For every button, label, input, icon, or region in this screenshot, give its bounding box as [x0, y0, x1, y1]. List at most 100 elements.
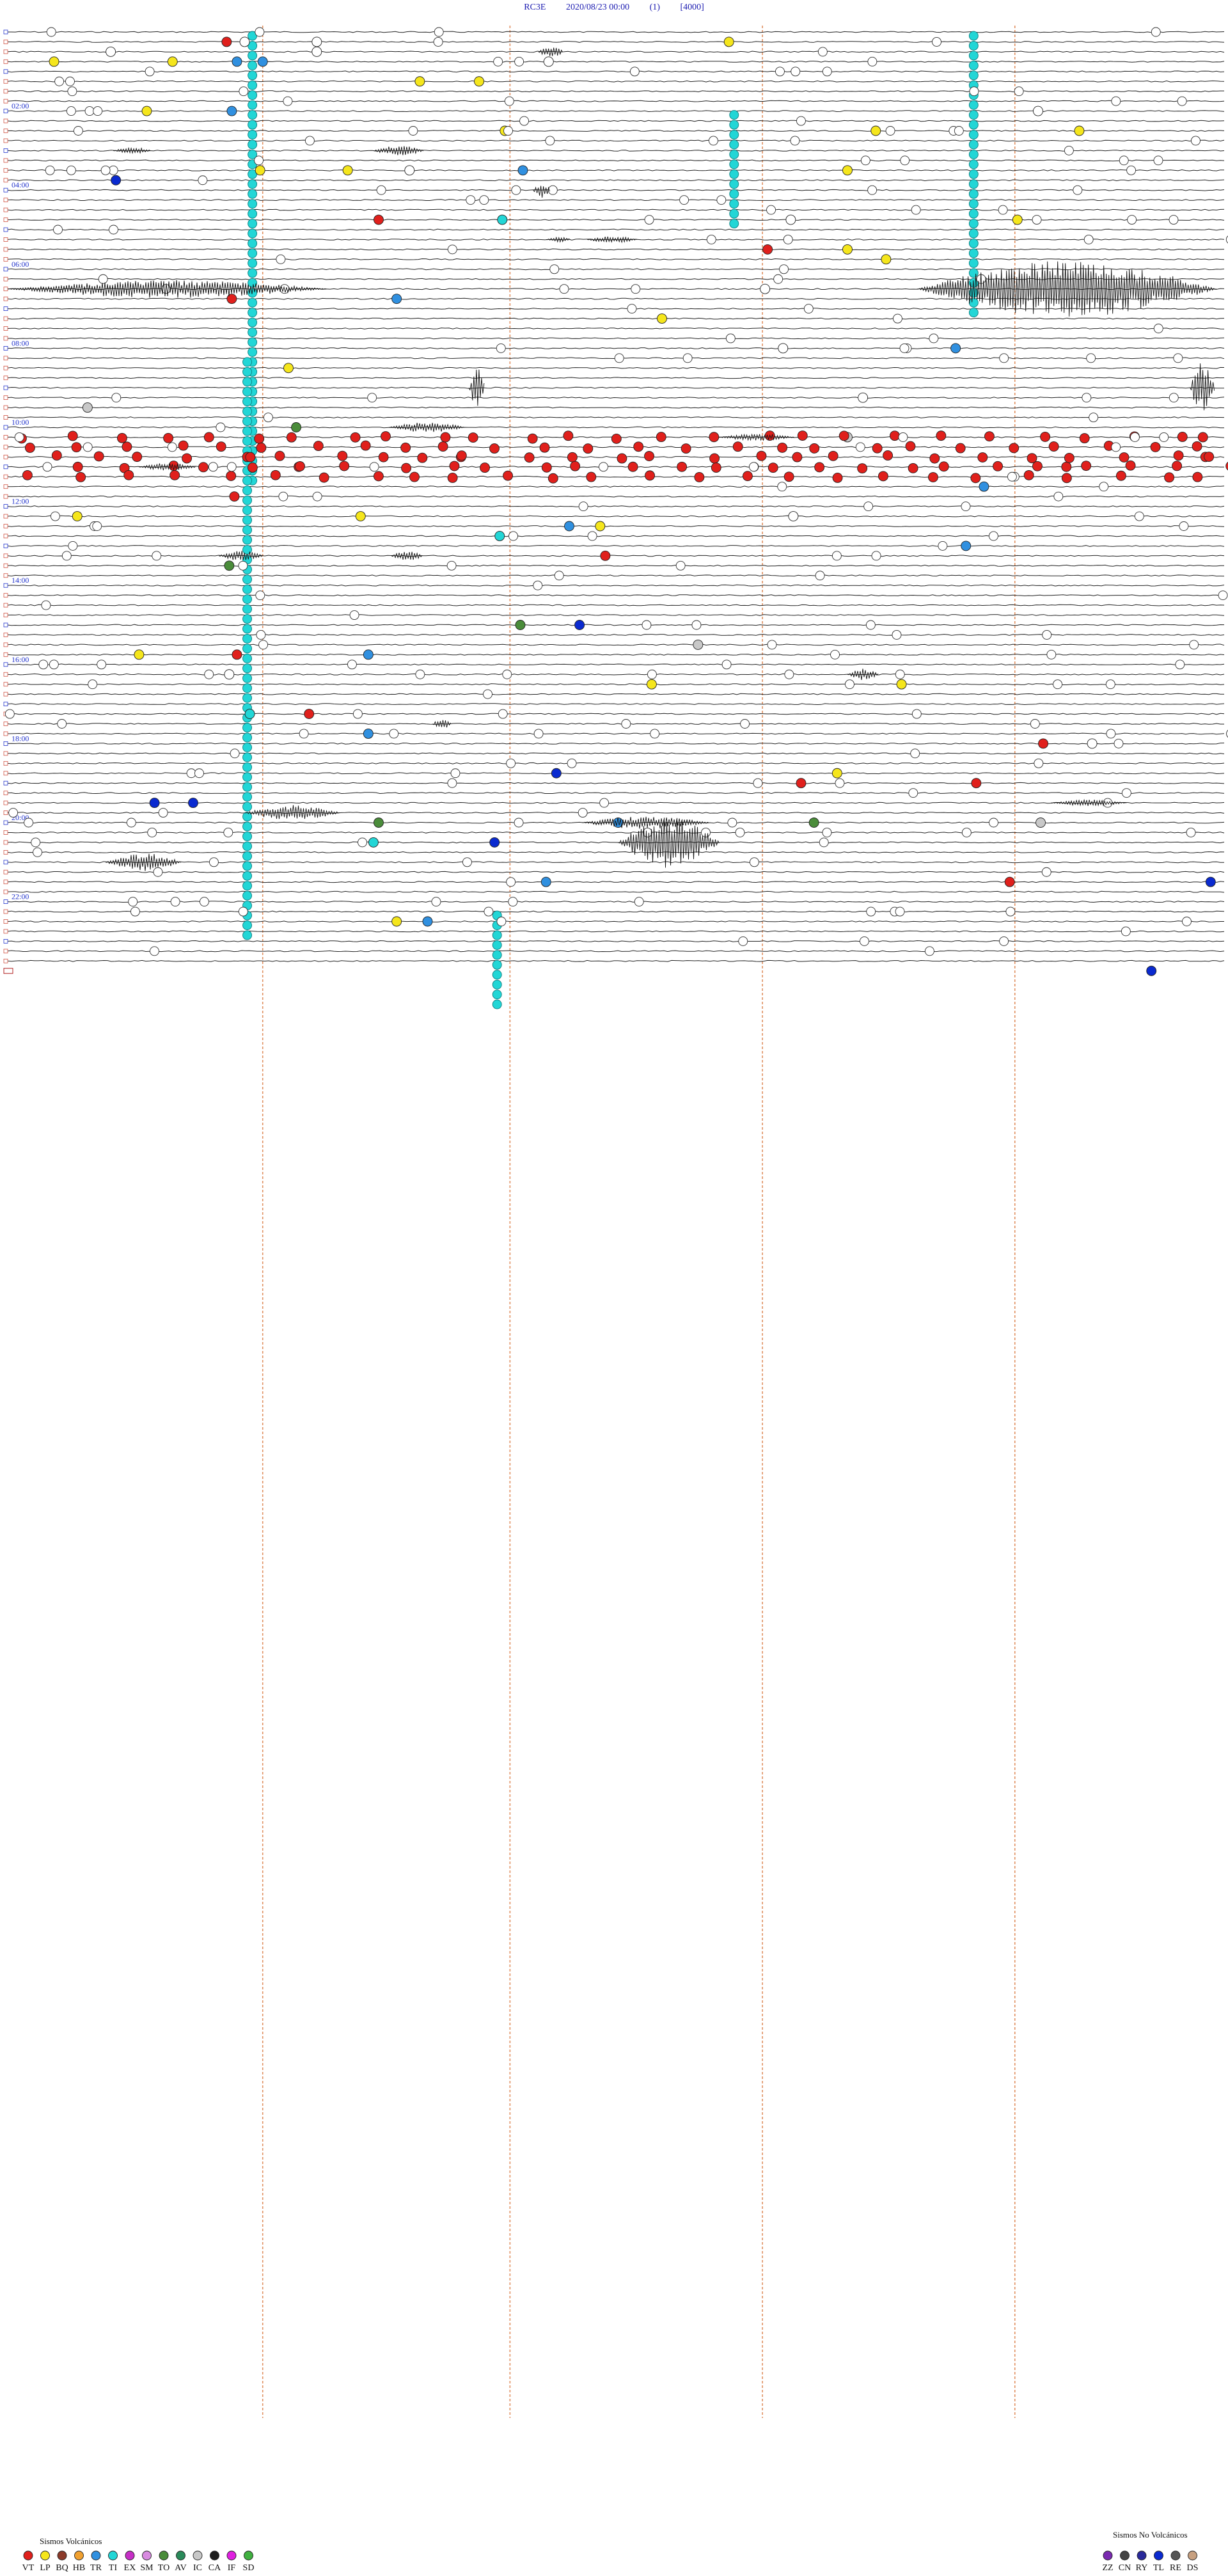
event-marker-unclassified [1151, 27, 1161, 37]
event-marker-vt [480, 462, 490, 473]
ti-event-marker [968, 209, 979, 219]
row-tick [3, 316, 8, 321]
event-marker-vt [169, 470, 180, 480]
event-marker-unclassified [1030, 719, 1040, 729]
event-marker-vt [123, 470, 134, 480]
event-marker-unclassified [855, 442, 865, 452]
event-marker-unclassified [749, 857, 759, 867]
event-marker-unclassified [33, 847, 43, 857]
row-tick [3, 49, 8, 54]
row-tick [3, 79, 8, 84]
event-marker-vt [203, 432, 214, 443]
event-marker-vt [447, 473, 458, 483]
hour-label: 06:00 [12, 260, 29, 269]
event-marker-unclassified [1014, 86, 1024, 97]
event-marker-unclassified [642, 620, 652, 630]
legend-code-ca: CA [209, 2563, 221, 2573]
row-tick [3, 237, 8, 242]
row-tick [3, 118, 8, 123]
row-tick [3, 544, 8, 548]
trace-row [7, 169, 1224, 171]
event-marker-lp [255, 165, 265, 176]
event-marker-unclassified [1105, 679, 1115, 690]
trace-row [7, 347, 1225, 349]
event-marker-vt [319, 472, 329, 483]
event-marker-unclassified [650, 729, 660, 739]
event-marker-unclassified [614, 353, 624, 363]
event-marker-unclassified [929, 333, 939, 344]
seismic-burst [718, 433, 794, 441]
event-marker-unclassified [783, 235, 793, 244]
event-marker-lp [723, 36, 734, 47]
trace-row [7, 100, 1225, 102]
event-marker-unclassified [790, 136, 800, 146]
event-marker-lp [646, 679, 657, 690]
event-marker-unclassified [725, 333, 736, 344]
legend-swatch-av [176, 2550, 185, 2561]
ti-event-marker [242, 426, 253, 436]
row-tick [3, 810, 8, 815]
ti-event-marker [242, 752, 253, 763]
event-marker-vt [75, 471, 86, 482]
ti-event-marker [729, 149, 739, 159]
event-marker-unclassified [358, 837, 368, 848]
trace-row [8, 41, 1225, 43]
ti-event-marker [242, 723, 253, 732]
event-marker-unclassified [31, 837, 41, 848]
ti-event-marker [248, 130, 258, 139]
event-marker-unclassified [1191, 136, 1200, 146]
event-marker-unclassified [369, 462, 379, 472]
trace-row [7, 713, 1225, 715]
event-marker-vt [600, 550, 611, 561]
event-marker-unclassified [1099, 482, 1109, 492]
event-marker-vt [226, 471, 237, 482]
trace-row [7, 367, 1225, 369]
event-marker-vt [503, 470, 514, 481]
event-marker-unclassified [621, 719, 631, 729]
seismic-burst [244, 805, 340, 819]
trace-row [7, 604, 1225, 606]
event-marker-unclassified [263, 413, 273, 422]
ti-event-marker [242, 693, 253, 703]
trace-row [7, 732, 1225, 735]
row-tick [3, 869, 8, 874]
event-marker-to [374, 818, 384, 828]
event-marker-unclassified [533, 729, 544, 739]
event-marker-unclassified [92, 521, 102, 531]
event-marker-lp [831, 768, 842, 778]
start-datetime: 2020/08/23 00:00 [565, 3, 630, 12]
event-marker-vt [449, 461, 460, 471]
legend-code-tr: TR [90, 2563, 102, 2573]
row-tick [3, 454, 8, 459]
event-marker-unclassified [496, 343, 506, 353]
event-marker-unclassified [860, 936, 869, 946]
event-marker-unclassified [554, 571, 564, 581]
ti-event-marker [248, 199, 258, 209]
ti-event-marker [492, 940, 502, 950]
trace-row [7, 752, 1225, 755]
event-marker-unclassified [42, 462, 52, 472]
event-marker-unclassified [1186, 827, 1196, 837]
ti-event-marker [968, 100, 979, 110]
event-marker-unclassified [312, 491, 322, 502]
event-marker-tl [574, 620, 585, 630]
event-marker-lp [134, 649, 145, 660]
event-marker-lp [167, 56, 178, 67]
ti-event-marker [968, 228, 979, 239]
event-marker-unclassified [766, 205, 776, 215]
row-tick [3, 217, 8, 222]
ti-event-marker [968, 258, 979, 268]
event-marker-unclassified [1086, 353, 1096, 363]
event-marker-unclassified [147, 827, 157, 837]
event-marker-unclassified [815, 571, 825, 581]
ti-event-marker [242, 821, 253, 832]
event-marker-unclassified [1005, 906, 1016, 917]
event-marker-unclassified [1134, 511, 1144, 521]
event-marker-unclassified [988, 531, 998, 541]
event-marker-vt [627, 461, 638, 472]
event-marker-vt [936, 431, 947, 441]
event-marker-vt [694, 472, 705, 482]
event-marker-vt [1040, 431, 1051, 442]
event-marker-vt [1048, 441, 1059, 452]
trace-row [7, 871, 1225, 873]
